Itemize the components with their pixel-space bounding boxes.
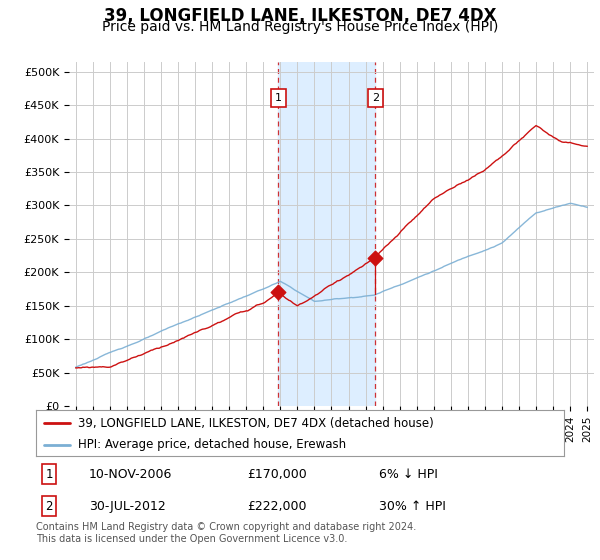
Text: HPI: Average price, detached house, Erewash: HPI: Average price, detached house, Erew… [78, 438, 346, 451]
Text: 39, LONGFIELD LANE, ILKESTON, DE7 4DX: 39, LONGFIELD LANE, ILKESTON, DE7 4DX [104, 7, 496, 25]
Text: 1: 1 [275, 94, 281, 104]
Text: Price paid vs. HM Land Registry's House Price Index (HPI): Price paid vs. HM Land Registry's House … [102, 20, 498, 34]
Text: 10-NOV-2006: 10-NOV-2006 [89, 468, 172, 481]
Text: £170,000: £170,000 [247, 468, 307, 481]
Point [274, 288, 283, 297]
Text: 30% ↑ HPI: 30% ↑ HPI [379, 500, 446, 513]
Text: 2: 2 [372, 94, 379, 104]
Text: 30-JUL-2012: 30-JUL-2012 [89, 500, 166, 513]
Point [371, 253, 380, 262]
Text: 39, LONGFIELD LANE, ILKESTON, DE7 4DX (detached house): 39, LONGFIELD LANE, ILKESTON, DE7 4DX (d… [78, 417, 434, 430]
Text: 1: 1 [46, 468, 53, 481]
Text: 2: 2 [46, 500, 53, 513]
Bar [278, 62, 376, 406]
Text: Contains HM Land Registry data © Crown copyright and database right 2024.
This d: Contains HM Land Registry data © Crown c… [36, 522, 416, 544]
Text: 6% ↓ HPI: 6% ↓ HPI [379, 468, 438, 481]
Text: £222,000: £222,000 [247, 500, 307, 513]
